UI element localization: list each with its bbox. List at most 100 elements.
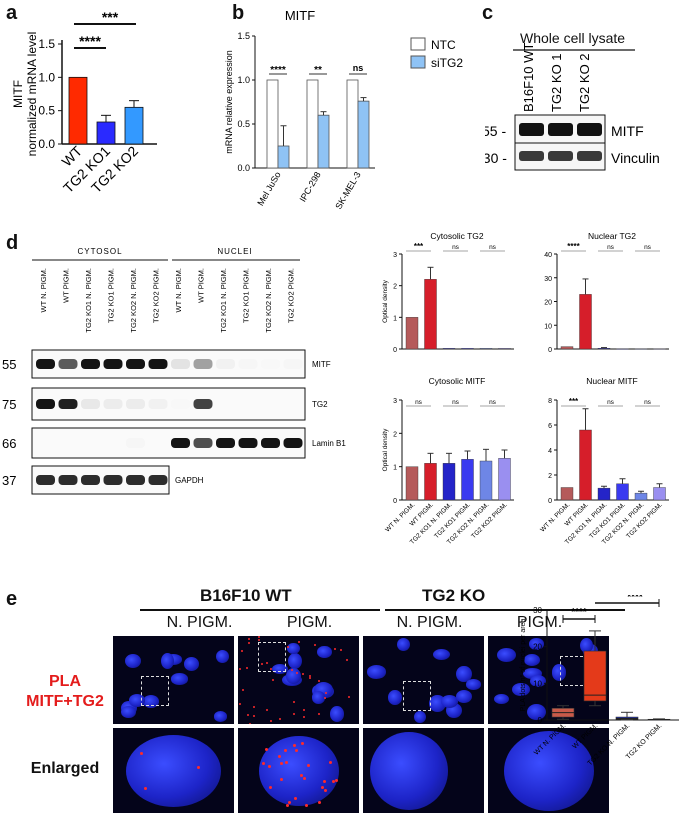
- legend-label-sitg2: siTG2: [431, 56, 463, 70]
- sig-label: ***: [569, 397, 579, 406]
- pla-dot: [239, 702, 242, 705]
- nucleus: [285, 667, 302, 684]
- group-label-wt: B16F10 WT: [200, 586, 292, 605]
- nucleus-enlarged: [258, 735, 339, 806]
- band-label: GAPDH: [175, 476, 204, 485]
- chart-title: Cytosolic TG2: [430, 231, 483, 241]
- pla-dot: [247, 713, 250, 716]
- nucleus: [496, 648, 516, 663]
- y-tick-label: 3: [393, 398, 397, 405]
- pla-dot: [324, 788, 328, 792]
- pla-dot: [318, 679, 321, 682]
- y-tick-label: 0: [393, 498, 397, 505]
- band-lamin-b1: [261, 438, 280, 448]
- nucleus: [216, 650, 230, 664]
- pla-dot: [291, 669, 294, 672]
- nucleus: [526, 703, 547, 721]
- sig-label: ns: [607, 399, 615, 406]
- pla-dot: [297, 640, 300, 643]
- bar: [616, 348, 629, 350]
- sig-label: ****: [79, 33, 101, 49]
- pla-dot: [295, 672, 298, 675]
- panel-c-title: Whole cell lysate: [520, 30, 626, 46]
- chart-nuclear-tg2: Nuclear TG2 0 10 20 30 40 **** ns ns: [544, 231, 669, 354]
- nucleus: [440, 694, 459, 708]
- nucleus: [456, 665, 472, 683]
- pla-dot: [278, 717, 281, 720]
- band-gapdh: [81, 475, 100, 485]
- nucleus: [142, 694, 160, 708]
- y-tick-label: 0.5: [237, 119, 250, 129]
- pla-dot: [248, 723, 251, 724]
- legend-swatch-sitg2: [410, 55, 426, 69]
- pla-dot: [313, 643, 316, 646]
- pla-dot: [334, 779, 338, 783]
- y-tick-label: 0.0: [38, 137, 55, 151]
- pla-dot: [265, 662, 268, 665]
- band-mitf: [58, 359, 78, 369]
- lane-label: WT PIGM.: [62, 268, 71, 303]
- chart-title: Nuclear MITF: [586, 376, 637, 386]
- sig-label: ns: [607, 244, 615, 251]
- chart-title: Nuclear TG2: [588, 231, 636, 241]
- bar: [597, 348, 611, 350]
- bar: [96, 121, 116, 145]
- lane-label: TG2 KO1 PIGM.: [107, 268, 116, 323]
- band-tg2: [171, 399, 190, 409]
- band-tg2: [58, 399, 78, 409]
- band-mitf: [171, 359, 190, 369]
- pla-dot: [347, 695, 350, 698]
- pla-dot: [284, 760, 288, 764]
- panel-label-e: e: [6, 588, 18, 610]
- pla-dot: [292, 701, 295, 704]
- y-tick-label: 20: [533, 643, 542, 652]
- band-mitf: [36, 359, 55, 369]
- band-lamin-b1: [126, 438, 145, 448]
- y-tick-label: 30: [544, 276, 552, 283]
- row-label-enlarged: Enlarged: [30, 760, 100, 777]
- nucleus: [529, 638, 545, 650]
- nucleus-enlarged: [126, 734, 221, 807]
- lane-label: WT PIGM.: [197, 268, 206, 303]
- y-axis-label: Optical density: [382, 428, 389, 471]
- band-lamin-b1: [283, 438, 303, 448]
- pla-dot: [308, 674, 311, 677]
- lane-label: TG2 KO 1: [549, 53, 564, 112]
- bar-ntc: [266, 79, 279, 169]
- nucleus: [171, 673, 189, 685]
- nucleus: [433, 648, 451, 661]
- pla-dot: [340, 648, 343, 651]
- legend-swatch-ntc: [410, 37, 426, 51]
- panel-c-blot: B16F10 WT TG2 KO 1 TG2 KO 2 55 - 130 - MITF Vi…: [485, 43, 660, 171]
- pla-dot: [303, 715, 306, 718]
- pla-dot: [262, 761, 266, 765]
- nucleus: [286, 642, 300, 655]
- nucleus: [214, 711, 228, 722]
- x-tick-label: WT N. PIGM.: [384, 501, 416, 533]
- y-tick-label: 0: [548, 347, 552, 354]
- bar: [560, 346, 574, 350]
- y-tick-label: 1.0: [237, 75, 250, 85]
- column-label-wt-pigm: PIGM.: [286, 614, 333, 631]
- pla-dot: [302, 776, 306, 780]
- pla-dot: [283, 748, 287, 752]
- y-tick-label: 3: [393, 252, 397, 259]
- band-mitf: [283, 359, 303, 369]
- band-tg2: [36, 399, 55, 409]
- pla-dot: [197, 766, 201, 770]
- pla-dot: [293, 743, 297, 747]
- sig-label: **: [314, 65, 322, 76]
- pla-dot: [270, 667, 273, 670]
- x-tick-label: WT N. PIGM.: [539, 501, 571, 533]
- band-lamin-b1: [171, 438, 190, 448]
- band-lamin-b1: [216, 438, 235, 448]
- pla-dot: [270, 720, 273, 723]
- bar-ntc: [346, 79, 359, 169]
- bar: [616, 483, 629, 501]
- panel-label-d: d: [6, 232, 19, 254]
- pla-dot: [306, 764, 310, 768]
- sig-label: ****: [571, 607, 587, 618]
- y-tick-label: 6: [548, 423, 552, 430]
- chart-cytosolic-mitf: Cytosolic MITF 0 1 2 3 Optical density WT N. P…: [382, 376, 514, 546]
